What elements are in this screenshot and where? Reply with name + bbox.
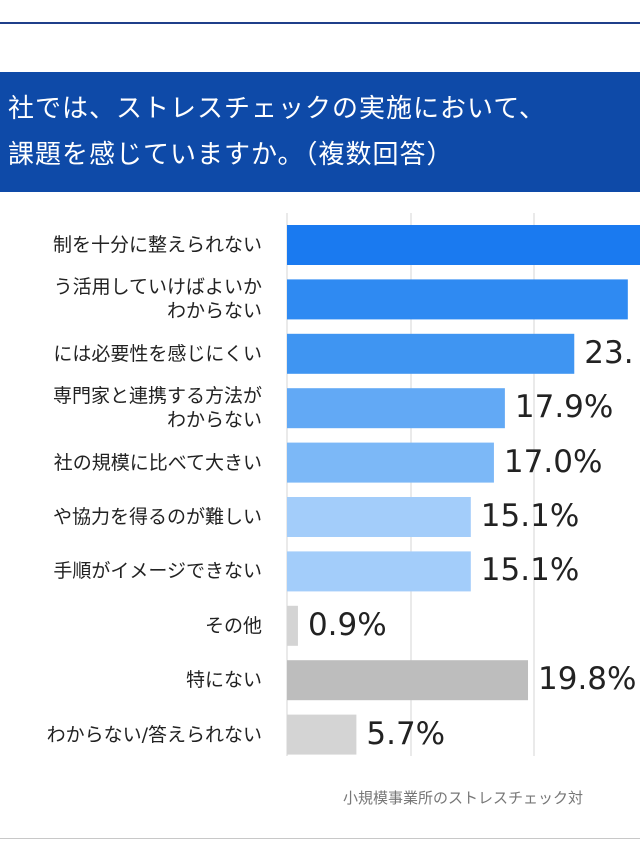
category-label-1: う活用していけばよいか わからない: [54, 275, 262, 323]
title-band: 社では、ストレスチェックの実施において、 課題を感じていますか。（複数回答）: [0, 72, 640, 192]
title-line-1: 社では、ストレスチェックの実施において、: [8, 94, 546, 124]
category-label-1-line-0: う活用していけばよいか: [53, 276, 262, 299]
category-label-9-line-0: わからない/答えられない: [46, 723, 262, 746]
category-label-9: わからない/答えられない: [47, 723, 262, 747]
category-label-4-line-0: 社の規模に比べて大きい: [53, 451, 262, 474]
bar-6: [287, 551, 471, 592]
value-label-3: 17.9%: [514, 389, 614, 426]
category-label-2: には必要性を感じにくい: [53, 342, 262, 366]
category-label-5-line-0: や協力を得るのが難しい: [52, 506, 262, 528]
category-label-2-line-0: には必要性を感じにくい: [53, 342, 262, 365]
category-label-3-line-1: わからない: [166, 409, 262, 432]
category-label-8: 特にない: [186, 668, 262, 692]
bottom-rule: [0, 838, 640, 839]
value-label-5: 15.1%: [480, 498, 580, 534]
bar-8: [287, 660, 529, 701]
bar-4: [287, 442, 494, 483]
category-label-3-line-0: 専門家と連携する方法が: [52, 385, 262, 408]
category-label-7: その他: [205, 614, 262, 638]
value-label-8: 19.8%: [538, 661, 637, 698]
bar-9: [287, 714, 357, 755]
category-label-0-line-0: 制を十分に整えられない: [52, 234, 262, 256]
bar-1: [287, 279, 628, 320]
value-label-9: 5.7%: [366, 715, 446, 752]
bar-3: [287, 388, 505, 429]
bar-7: [287, 605, 298, 646]
category-label-0: 制を十分に整えられない: [53, 233, 262, 257]
bar-0: [287, 225, 640, 265]
category-label-7-line-0: その他: [204, 614, 262, 637]
category-label-6-line-0: 手順がイメージできない: [53, 560, 262, 583]
category-label-4: 社の規模に比べて大きい: [54, 451, 262, 475]
category-label-1-line-1: わからない: [166, 300, 262, 323]
value-label-7: 0.9%: [307, 606, 387, 643]
value-label-6: 15.1%: [480, 552, 580, 589]
bar-2: [287, 333, 575, 374]
value-label-2: 23.: [584, 334, 634, 371]
value-label-4: 17.0%: [503, 443, 603, 480]
category-label-3: 専門家と連携する方法が わからない: [53, 384, 262, 432]
category-label-5: や協力を得るのが難しい: [53, 505, 262, 529]
category-label-8-line-0: 特にない: [185, 669, 262, 692]
title-line-2: 課題を感じていますか。（複数回答）: [8, 140, 454, 170]
bar-5: [287, 497, 471, 537]
source-note: 小規模事業所のストレスチェック対: [343, 789, 584, 807]
category-label-6: 手順がイメージできない: [53, 559, 262, 583]
top-rule: [0, 22, 640, 24]
